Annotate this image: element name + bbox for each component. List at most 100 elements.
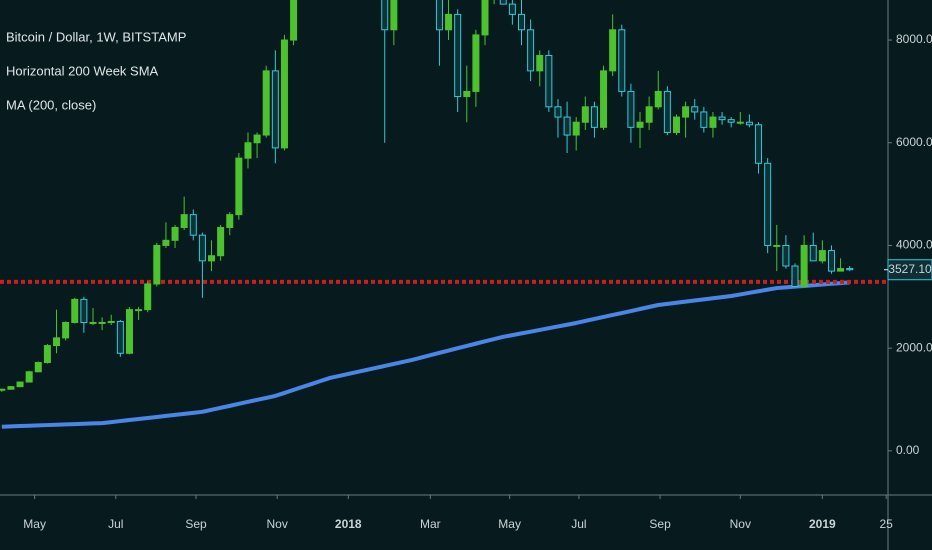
- candle-body: [818, 250, 826, 262]
- candle-body: [554, 106, 562, 118]
- candle-body: [235, 157, 243, 216]
- candle-body: [572, 121, 580, 136]
- candle-body: [472, 34, 480, 92]
- candle-body: [499, 0, 507, 5]
- x-tick-label: 25: [879, 517, 893, 531]
- candle-body: [34, 362, 42, 373]
- candle-body: [463, 90, 471, 98]
- x-tick-label: Mar: [420, 517, 441, 531]
- candle-body: [481, 0, 489, 36]
- candle-body: [600, 70, 608, 128]
- candle-body: [71, 298, 79, 323]
- candle-body: [563, 116, 571, 136]
- y-tick-label: 6000.00: [896, 135, 932, 149]
- candle-body: [736, 121, 744, 124]
- last-price-label: 3527.10: [888, 262, 932, 276]
- candle-body: [89, 321, 97, 324]
- candle-body: [171, 226, 179, 241]
- candle-body: [144, 283, 152, 311]
- y-tick-label: 4000.00: [896, 238, 932, 252]
- candle-body: [663, 90, 671, 133]
- candle-body: [454, 13, 462, 98]
- candle-body: [527, 29, 535, 72]
- candle-body: [180, 214, 188, 228]
- x-tick-label: Sep: [185, 517, 207, 531]
- candle-body: [62, 321, 70, 339]
- candle-body: [116, 320, 124, 354]
- x-tick-label: Nov: [730, 517, 751, 531]
- candle-body: [43, 345, 51, 364]
- candle-body: [390, 0, 398, 31]
- x-tick-label: May: [498, 517, 521, 531]
- legend-entry: Bitcoin / Dollar, 1W, BITSTAMP: [6, 29, 186, 44]
- candle-body: [837, 268, 845, 272]
- candle-body: [672, 116, 680, 133]
- candle-body: [208, 255, 216, 262]
- x-tick-label: Nov: [266, 517, 287, 531]
- candle-body: [846, 268, 854, 271]
- candle-body: [162, 239, 170, 246]
- candle-body: [107, 320, 115, 323]
- legend-entry: Horizontal 200 Week SMA: [6, 63, 159, 78]
- x-tick-label: 2018: [335, 517, 362, 531]
- x-tick-label: Sep: [649, 517, 671, 531]
- candle-body: [545, 54, 553, 108]
- candle-body: [800, 244, 808, 288]
- candle-body: [791, 265, 799, 288]
- candle-body: [280, 39, 288, 149]
- candle-body: [618, 29, 626, 92]
- x-tick-label: May: [23, 517, 46, 531]
- candle-body: [7, 386, 15, 390]
- candle-body: [381, 0, 389, 31]
- candle-body: [271, 70, 279, 149]
- candle-body: [25, 371, 33, 383]
- candle-body: [654, 90, 662, 108]
- candle-body: [0, 388, 6, 391]
- candle-body: [125, 309, 133, 354]
- candle-body: [809, 244, 817, 262]
- candle-body: [445, 13, 453, 31]
- candle-body: [636, 121, 644, 128]
- candle-body: [709, 116, 717, 128]
- candle-body: [727, 119, 735, 123]
- x-tick-label: 2019: [809, 517, 836, 531]
- y-tick-label: 8000.00: [896, 32, 932, 46]
- candle-body: [581, 106, 589, 123]
- candle-body: [700, 111, 708, 128]
- candle-body: [764, 162, 772, 246]
- candle-body: [609, 29, 617, 72]
- candle-body: [253, 134, 261, 144]
- candle-body: [745, 121, 753, 126]
- candle-body: [773, 244, 781, 247]
- plot-area: [0, 0, 888, 429]
- candle-body: [198, 234, 206, 262]
- ma-line: [1, 280, 850, 429]
- x-tick-label: Jul: [108, 517, 123, 531]
- candle-body: [53, 337, 61, 347]
- candle-body: [16, 381, 24, 388]
- candle-body: [290, 0, 298, 41]
- candle-body: [536, 54, 544, 72]
- candle-body: [691, 106, 699, 113]
- candle-body: [217, 226, 225, 257]
- candle-body: [226, 214, 234, 228]
- candle-body: [98, 321, 106, 324]
- candle-body: [262, 70, 270, 136]
- candle-body: [782, 244, 790, 267]
- legend-entry: MA (200, close): [6, 97, 96, 112]
- candle-body: [189, 214, 197, 236]
- candle-body: [435, 0, 443, 31]
- candle-body: [508, 3, 516, 15]
- candle-body: [827, 250, 835, 272]
- candle-body: [627, 90, 635, 128]
- candle-body: [718, 116, 726, 121]
- axes: 0.00 2000.00 4000.00 6000.00 8000.00 May Jul Se…: [23, 32, 932, 531]
- candle-body: [153, 244, 161, 285]
- x-tick-label: Jul: [571, 517, 586, 531]
- legend: Bitcoin / Dollar, 1W, BITSTAMP Horizontal…: [6, 29, 186, 112]
- candle-body: [135, 309, 143, 312]
- candle-body: [645, 106, 653, 123]
- candle-body: [755, 124, 763, 164]
- candle-body: [244, 142, 252, 159]
